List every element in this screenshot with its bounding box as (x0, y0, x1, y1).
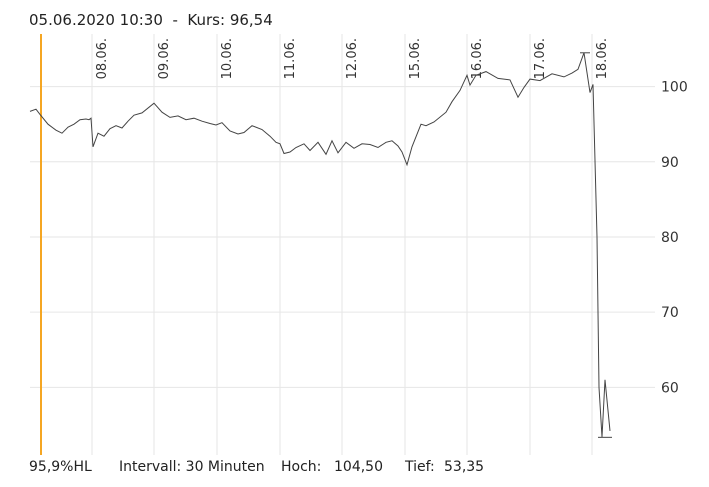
y-axis-ticks: 100 90 80 70 60 (661, 80, 688, 397)
x-tick-label: 08.06. (95, 38, 110, 79)
interval-label[interactable]: Intervall: 30 Minuten (119, 459, 265, 475)
high-label: Hoch: (281, 459, 322, 475)
y-tick-label: 70 (661, 305, 679, 321)
high-value: 104,50 (334, 459, 383, 475)
price-series (29, 52, 612, 438)
chart-grid (30, 34, 655, 455)
chart-footer: 95,9%HL Intervall: 30 Minuten Hoch: 104,… (0, 459, 709, 481)
price-label: Kurs: (187, 11, 226, 29)
y-tick-label: 90 (661, 155, 679, 171)
x-tick-label: 18.06. (595, 38, 610, 79)
price-value: 96,54 (229, 11, 273, 29)
y-tick-label: 60 (661, 380, 679, 396)
x-tick-label: 09.06. (157, 38, 172, 79)
x-tick-label: 17.06. (533, 38, 548, 79)
x-tick-label: 15.06. (408, 38, 423, 79)
range-stat: 95,9%HL (29, 459, 92, 475)
x-axis-ticks: 08.06. 09.06. 10.06. 11.06. 12.06. 15.06. 16.0… (95, 38, 610, 79)
y-tick-label: 100 (661, 80, 688, 96)
low-label: Tief: (405, 459, 435, 475)
x-tick-label: 10.06. (220, 38, 235, 79)
low-value: 53,35 (444, 459, 485, 475)
x-tick-label: 16.06. (470, 38, 485, 79)
readout-separator: - (172, 11, 178, 29)
x-tick-label: 12.06. (345, 38, 360, 79)
x-tick-label: 11.06. (283, 38, 298, 79)
price-line (29, 52, 611, 438)
y-tick-label: 80 (661, 230, 679, 246)
cursor-date: 05.06.2020 10:30 (29, 11, 163, 29)
cursor-readout: 05.06.2020 10:30 - Kurs: 96,54 (29, 11, 273, 29)
